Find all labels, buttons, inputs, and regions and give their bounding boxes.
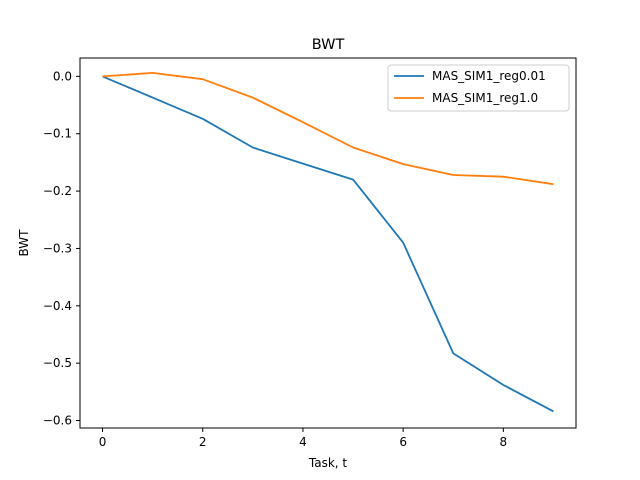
series-layer xyxy=(102,72,554,413)
y-tick-label: −0.2 xyxy=(43,184,72,198)
x-axis: 0 2 4 6 8 xyxy=(99,428,507,449)
x-tick-label: 4 xyxy=(299,435,307,449)
legend: MAS_SIM1_reg0.01 MAS_SIM1_reg1.0 xyxy=(387,64,570,112)
series-line xyxy=(102,72,554,186)
y-axis-label: BWT xyxy=(17,229,31,257)
y-axis: 0.0 −0.1 −0.2 −0.3 −0.4 −0.5 −0.6 xyxy=(43,69,80,428)
y-tick-label: −0.1 xyxy=(43,127,72,141)
y-tick-label: −0.3 xyxy=(43,241,72,255)
legend-label: MAS_SIM1_reg0.01 xyxy=(432,69,546,83)
y-tick-label: −0.5 xyxy=(43,356,72,370)
x-tick-label: 2 xyxy=(199,435,207,449)
y-tick-label: −0.4 xyxy=(43,299,72,313)
legend-box xyxy=(387,64,570,112)
plot-area xyxy=(79,57,577,429)
x-tick-label: 8 xyxy=(500,435,508,449)
series-line xyxy=(102,75,554,413)
x-tick-label: 0 xyxy=(99,435,107,449)
y-tick-label: −0.6 xyxy=(43,414,72,428)
chart-title: BWT xyxy=(312,37,345,53)
legend-label: MAS_SIM1_reg1.0 xyxy=(432,91,538,105)
x-axis-label: Task, t xyxy=(308,456,348,470)
x-tick-label: 6 xyxy=(399,435,407,449)
y-tick-label: 0.0 xyxy=(53,69,72,83)
